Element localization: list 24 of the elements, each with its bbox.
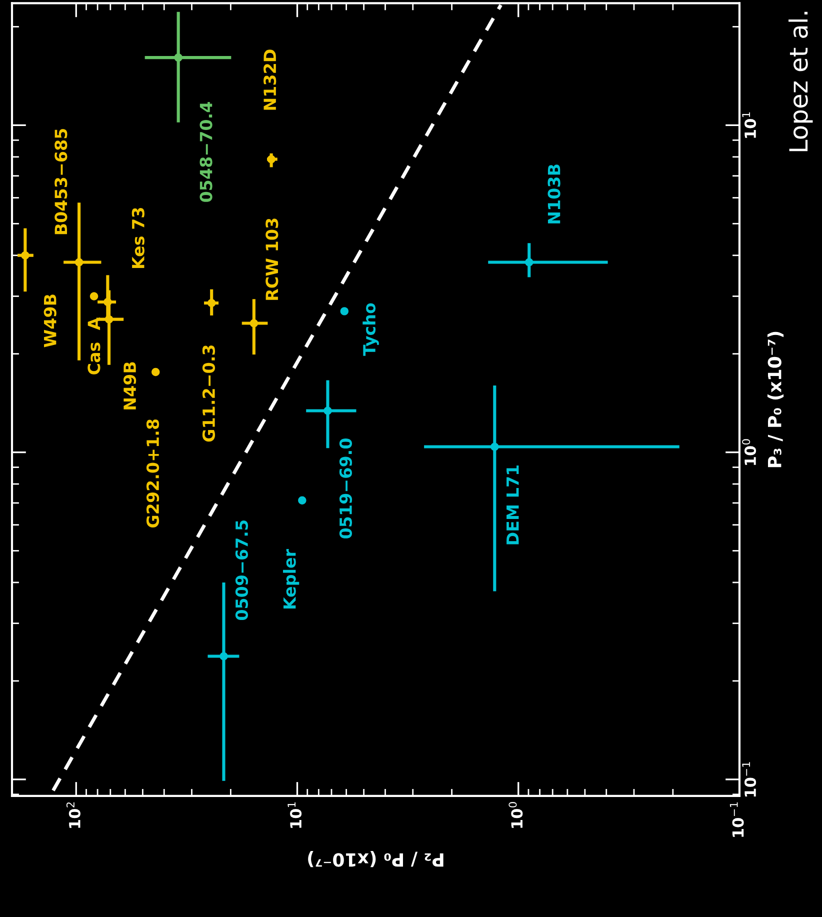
annotation: W49B (44, 294, 56, 348)
x-axis-title: P₂ / P₀ (x10⁻⁷) (308, 851, 444, 868)
annotation: 0519−69.0 (339, 438, 352, 538)
y-tick-label: 10$^{1}$ (742, 112, 756, 138)
annotation: N132D (264, 50, 276, 110)
annotation: Tycho (362, 303, 379, 356)
annotation: N103B (548, 164, 560, 224)
annotation: Kes 73 (132, 208, 144, 268)
y-tick-label: 10$^{0}$ (742, 439, 756, 465)
x-tick-label: 10$^{2}$ (66, 802, 80, 828)
annotation: G11.2−0.3 (202, 345, 216, 442)
x-tick-label: 10$^{1}$ (288, 802, 302, 828)
annotation: Kepler (282, 549, 300, 609)
annotation: RCW 103 (266, 218, 278, 300)
annotation: 0548−70.4 (200, 102, 212, 202)
annotation: N49B (123, 362, 136, 410)
y-axis-title: P₃ / P₀ (x10⁻⁷) (767, 332, 784, 468)
y-tick-label: 10$^{−1}$ (742, 762, 756, 797)
x-tick-label: 10$^{0}$ (508, 802, 523, 828)
annotation: 0509−67.5 (235, 520, 248, 620)
annotation: G292.0+1.8 (146, 419, 160, 528)
annotation: DEM L71 (506, 465, 519, 544)
text: Lopez et al. (788, 12, 813, 152)
annotation: B0453−685 (54, 128, 68, 234)
